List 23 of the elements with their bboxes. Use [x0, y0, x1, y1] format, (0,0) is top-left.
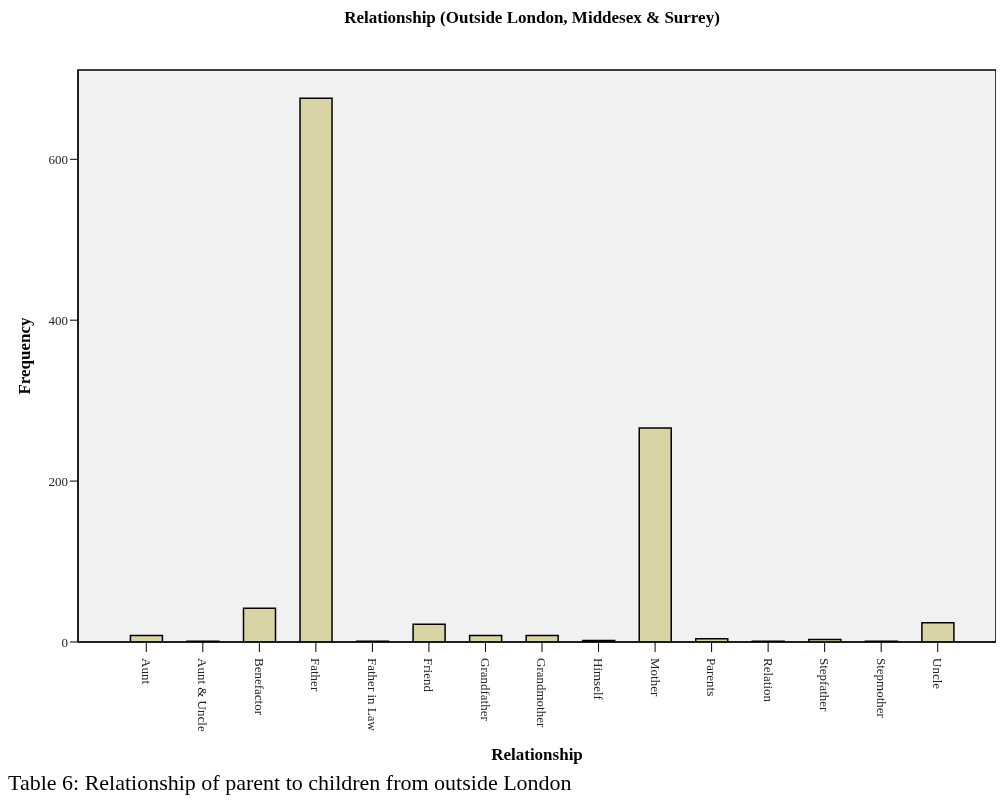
chart-title: Relationship (Outside London, Middesex & Surrey)	[343, 8, 721, 29]
x-tick-label: Relation	[760, 658, 776, 703]
y-tick-label: 200	[48, 473, 68, 489]
x-tick-label: Benefactor	[251, 658, 267, 716]
x-tick-label: Stepfather	[817, 658, 833, 713]
x-tick-label: Grandmother	[534, 658, 550, 728]
x-tick-label: Himself	[590, 658, 606, 701]
y-tick-label: 0	[61, 634, 68, 650]
x-axis-title: Relationship	[491, 745, 583, 764]
x-tick-label: Aunt	[138, 658, 154, 685]
x-tick-label: Aunt & Uncle	[195, 658, 211, 732]
x-tick-label: Mother	[647, 658, 663, 697]
caption: Table 6: Relationship of parent to children from outside London	[8, 770, 573, 796]
x-tick-label: Grandfather	[477, 658, 493, 722]
y-tick-label: 400	[48, 312, 68, 328]
x-tick-label: Friend	[421, 658, 437, 693]
x-tick-label: Father	[308, 658, 324, 692]
x-tick-label: Uncle	[930, 658, 946, 690]
x-tick-label: Parents	[704, 658, 720, 697]
x-tick-label: Father in Law	[364, 658, 380, 732]
y-tick-label: 600	[48, 151, 68, 167]
x-tick-label: Stepmother	[873, 658, 889, 719]
y-axis-title: Frequency	[15, 316, 35, 395]
